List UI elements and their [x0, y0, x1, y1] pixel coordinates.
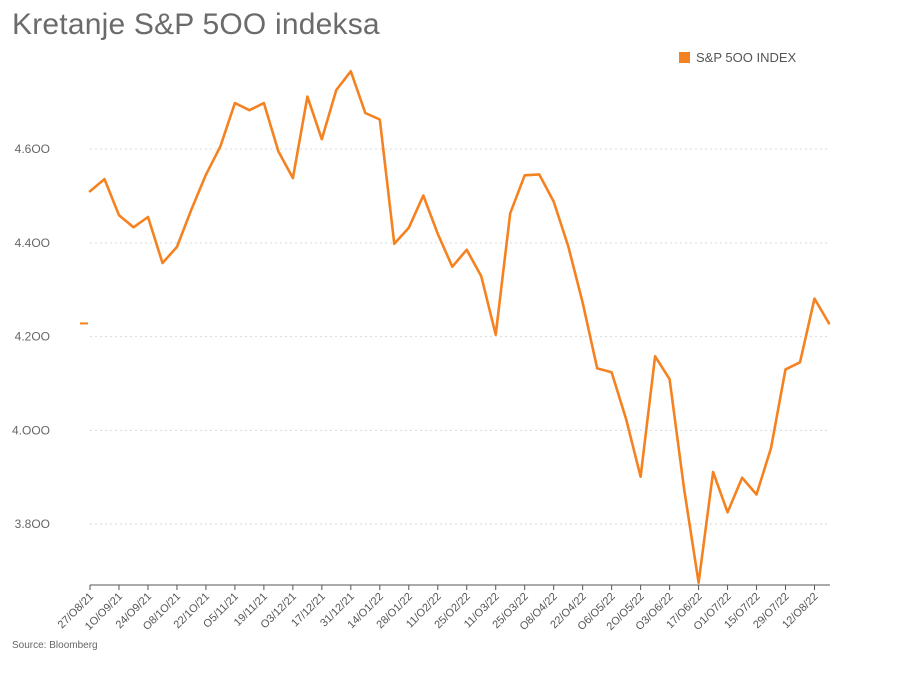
y-tick-label: 4.OOO — [12, 423, 50, 437]
y-tick-label: 4.2OO — [15, 330, 50, 344]
legend: S&P 5OO INDEX — [679, 50, 796, 65]
legend-swatch — [679, 52, 690, 63]
y-tick-label: 4.6OO — [15, 142, 50, 156]
source-note: Source: Bloomberg — [12, 640, 98, 651]
chart-title: Kretanje S&P 5OO indeksa — [12, 8, 380, 41]
y-tick-label: 3.8OO — [15, 517, 50, 531]
legend-label: S&P 5OO INDEX — [696, 50, 797, 65]
y-tick-label: 4.4OO — [15, 236, 50, 250]
series-line-sp500 — [88, 70, 831, 585]
